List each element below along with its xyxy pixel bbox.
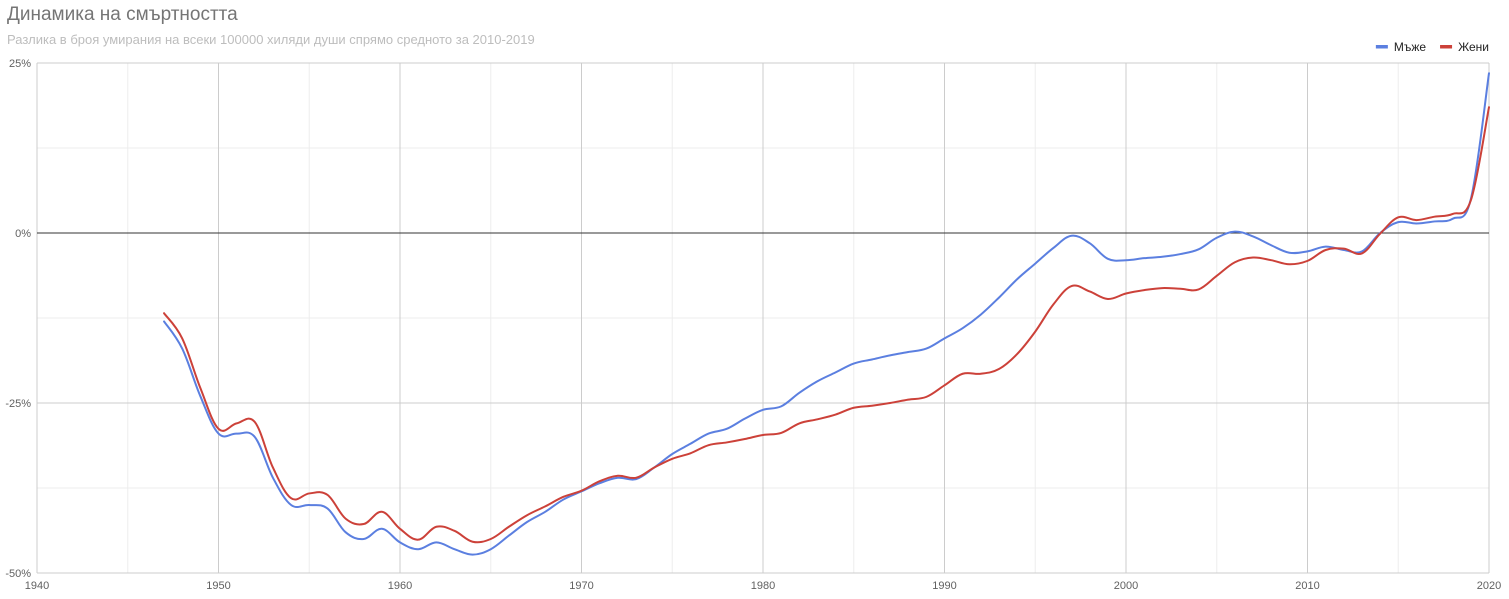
major-gridlines bbox=[36, 62, 1490, 574]
x-tick-label: 1990 bbox=[932, 580, 956, 592]
x-tick-label: 2010 bbox=[1295, 580, 1319, 592]
chart-legend: Жени Мъже bbox=[1375, 40, 1489, 54]
series-lines bbox=[163, 72, 1490, 556]
y-tick-label: 25% bbox=[9, 58, 31, 70]
legend-label: Жени bbox=[1458, 40, 1489, 54]
chart-subtitle: Разлика в броя умирания на всеки 100000 … bbox=[7, 32, 535, 47]
legend-label: Мъже bbox=[1394, 40, 1427, 54]
x-tick-label: 1970 bbox=[569, 580, 593, 592]
x-tick-label: 1940 bbox=[25, 580, 49, 592]
x-tick-label: 1960 bbox=[388, 580, 412, 592]
legend-swatch bbox=[1375, 45, 1388, 49]
series-line-1 bbox=[163, 72, 1490, 556]
y-tick-label: -50% bbox=[5, 568, 31, 580]
y-axis-tick-labels: 25% 0% -25% -50% bbox=[5, 58, 31, 580]
series-line-2 bbox=[163, 106, 1490, 544]
x-tick-label: 2000 bbox=[1114, 580, 1138, 592]
y-tick-label: 0% bbox=[15, 228, 31, 240]
y-tick-label: -25% bbox=[5, 398, 31, 410]
x-tick-label: 2020 bbox=[1477, 580, 1501, 592]
x-axis-tick-labels: 1940 1950 1960 1970 1980 1990 2000 2010 2020 bbox=[25, 580, 1501, 592]
x-tick-label: 1950 bbox=[206, 580, 230, 592]
x-tick-label: 1980 bbox=[751, 580, 775, 592]
legend-swatch bbox=[1440, 45, 1453, 49]
chart-title: Динамика на смъртността bbox=[7, 4, 238, 25]
